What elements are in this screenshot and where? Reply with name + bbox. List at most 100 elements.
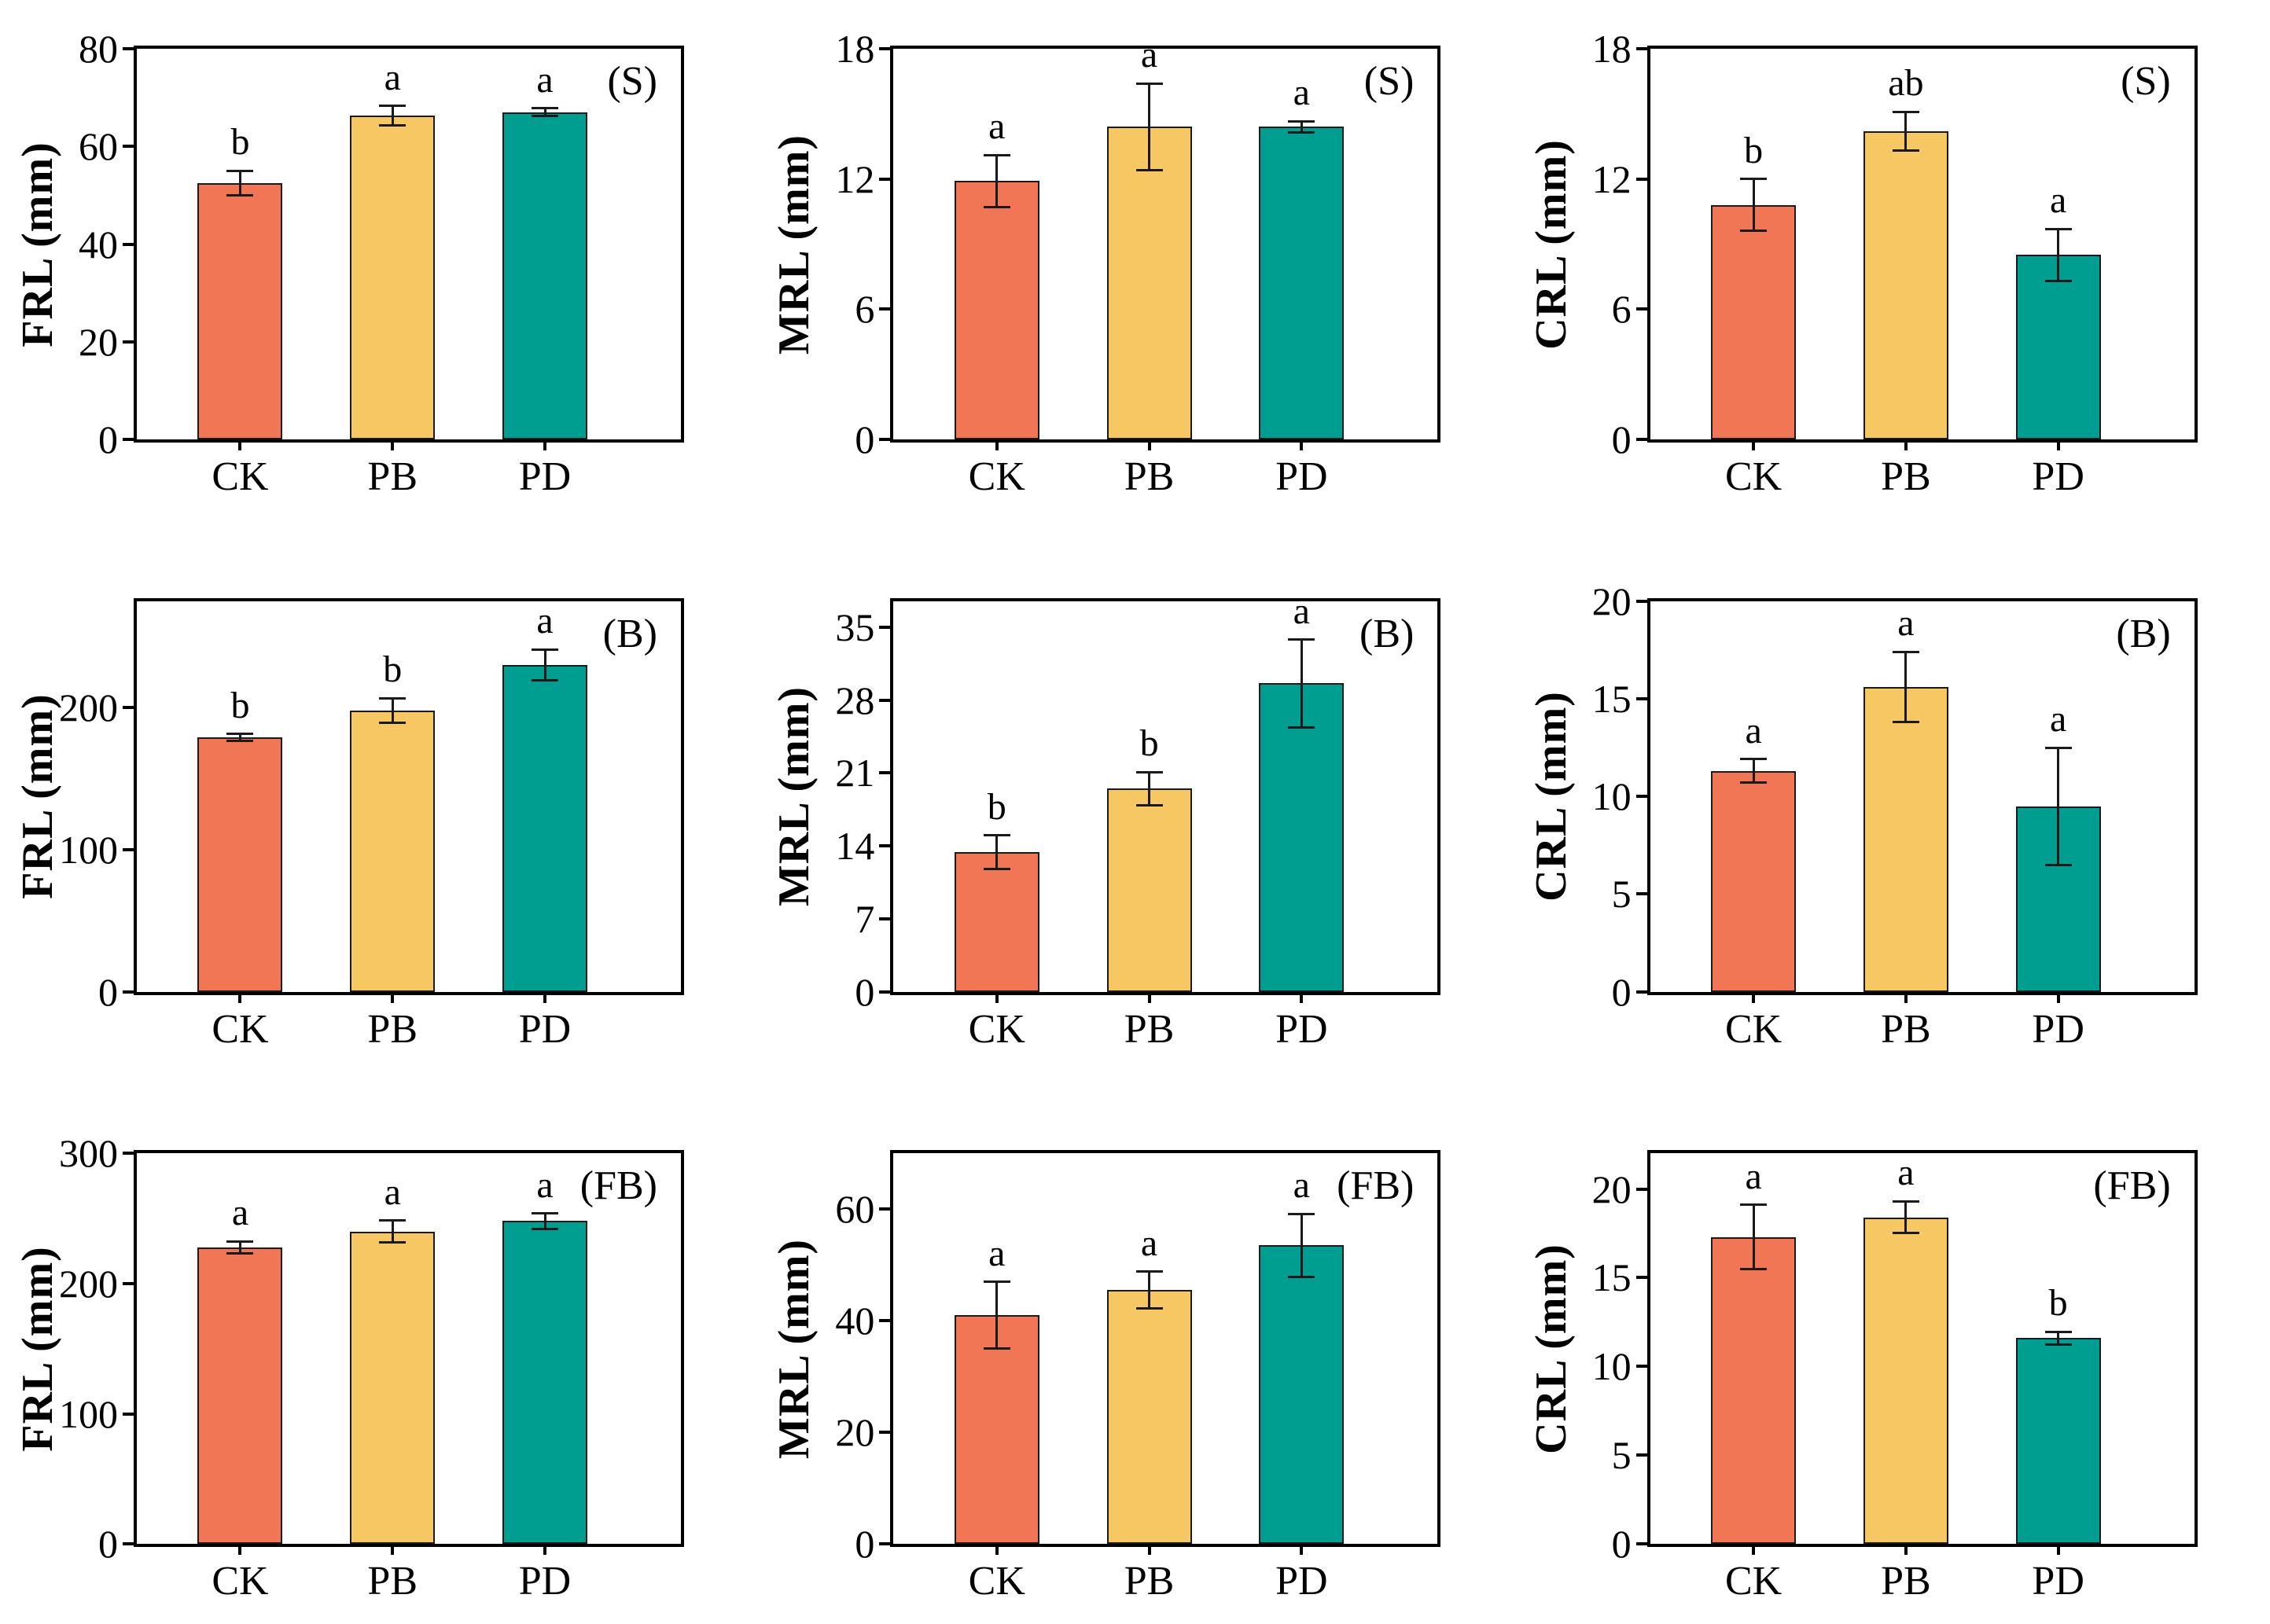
error-bar-pd: [543, 649, 546, 681]
y-tick-label-0: 0: [1611, 1522, 1632, 1567]
y-tick-mark-12: [879, 177, 891, 181]
x-label-pd: PD: [518, 1006, 572, 1052]
error-bar-pd: [1300, 639, 1303, 727]
y-tick-label-18: 18: [1591, 27, 1632, 71]
y-tick-mark-0: [879, 438, 891, 441]
y-tick-label-12: 12: [1591, 156, 1632, 201]
x-tick-mark-ck: [238, 1547, 242, 1556]
y-axis-label: MRL (mm): [756, 46, 832, 443]
x-tick-mark-pb: [1147, 1547, 1151, 1556]
sig-letter-ck: a: [1745, 709, 1762, 751]
error-cap-top-pb: [1892, 110, 1919, 113]
x-tick-mark-pb: [391, 994, 395, 1003]
x-tick-mark-pd: [1300, 1547, 1304, 1556]
y-tick-mark-40: [123, 242, 134, 246]
y-tick-mark-5: [1635, 892, 1647, 896]
x-label-pd: PD: [1275, 454, 1328, 499]
sig-letter-pd: a: [536, 600, 554, 642]
x-tick-mark-pb: [1904, 443, 1908, 450]
y-tick-mark-18: [1635, 47, 1647, 50]
y-tick-mark-21: [879, 771, 891, 775]
x-label-pb: PB: [1881, 1559, 1931, 1604]
error-bar-ck: [238, 171, 241, 196]
x-label-ck: CK: [968, 1559, 1025, 1604]
bar-pb: [350, 1231, 436, 1545]
sig-letter-ck: a: [231, 1192, 249, 1234]
chart-frl-fb: FRL (mm) 0 100 200 300 (FB) a CK a PB a PD: [0, 1082, 756, 1624]
error-bar-pb: [391, 105, 394, 126]
y-tick-mark-0: [123, 990, 134, 994]
error-cap-bottom-pb: [1892, 1232, 1919, 1235]
x-label-ck: CK: [212, 1559, 269, 1604]
y-tick-label-60: 60: [79, 124, 118, 169]
chart-crl-fb: CRL (mm) 0 5 10 15 20 (FB) a CK a PB b PD: [1514, 1082, 2270, 1624]
x-label-ck: CK: [212, 1006, 269, 1052]
y-tick-label-80: 80: [79, 27, 118, 71]
y-tick-mark-10: [1635, 1365, 1647, 1369]
bar-ck: [1711, 204, 1797, 439]
bar-pb: [350, 116, 436, 439]
y-tick-label-300: 300: [59, 1131, 118, 1176]
error-bar-ck: [1752, 1204, 1755, 1269]
y-tick-label-200: 200: [59, 1261, 118, 1306]
y-tick-label-100: 100: [59, 827, 118, 872]
y-axis-label: CRL (mm): [1514, 46, 1589, 443]
error-cap-bottom-pd: [1288, 726, 1315, 729]
error-bar-ck: [1752, 178, 1755, 231]
y-tick-label-0: 0: [855, 1522, 875, 1567]
error-bar-pd: [1300, 121, 1303, 133]
bar-pb: [1106, 127, 1192, 439]
x-label-pb: PB: [1124, 1559, 1175, 1604]
y-tick-mark-100: [123, 1412, 134, 1416]
bar-pd: [502, 1221, 587, 1545]
error-cap-top-pb: [1892, 1200, 1919, 1203]
bar-ck: [1711, 770, 1797, 992]
bar-pb: [1863, 1217, 1948, 1545]
bar-pd: [1259, 127, 1345, 439]
y-tick-label-6: 6: [1611, 287, 1632, 332]
x-tick-mark-pd: [543, 994, 546, 1003]
y-tick-label-10: 10: [1591, 1344, 1632, 1389]
sig-letter-ck: a: [1745, 1155, 1762, 1197]
y-tick-mark-0: [879, 1542, 891, 1546]
error-cap-top-pb: [1135, 82, 1163, 85]
x-label-pd: PD: [518, 1559, 572, 1604]
error-bar-pd: [2057, 229, 2060, 281]
x-label-pd: PD: [1275, 1006, 1328, 1052]
y-tick-mark-6: [879, 307, 891, 311]
y-tick-label-14: 14: [835, 824, 875, 869]
error-cap-top-pd: [2044, 1330, 2072, 1333]
x-label-pb: PB: [367, 454, 418, 499]
error-cap-top-pb: [379, 1219, 407, 1222]
y-tick-mark-20: [879, 1431, 891, 1435]
error-cap-top-pd: [2044, 746, 2072, 749]
y-tick-label-40: 40: [835, 1299, 875, 1343]
error-cap-top-pb: [379, 105, 407, 108]
x-label-ck: CK: [1725, 1006, 1783, 1052]
y-tick-label-200: 200: [59, 685, 118, 730]
error-cap-top-pd: [1288, 1212, 1315, 1215]
error-cap-bottom-pd: [532, 115, 558, 118]
error-bar-ck: [1752, 759, 1755, 783]
panel-label: (S): [1363, 59, 1415, 104]
x-label-ck: CK: [1725, 1559, 1783, 1604]
error-cap-bottom-pb: [379, 1241, 407, 1244]
y-tick-label-35: 35: [835, 604, 875, 649]
bar-pd: [1259, 683, 1345, 992]
y-tick-label-0: 0: [98, 969, 118, 1014]
error-bar-pb: [1904, 652, 1908, 722]
error-cap-bottom-pd: [2044, 1343, 2072, 1346]
x-tick-mark-pd: [2056, 994, 2060, 1003]
error-cap-bottom-pd: [2044, 863, 2072, 866]
chart-mrl-fb: MRL (mm) 0 20 40 60 (FB) a CK a PB a PD: [756, 1082, 1513, 1624]
y-tick-label-0: 0: [1611, 969, 1632, 1014]
error-bar-pb: [1148, 772, 1151, 806]
error-cap-bottom-ck: [1740, 781, 1768, 784]
sig-letter-ck: a: [988, 1232, 1006, 1274]
error-bar-pb: [1904, 112, 1908, 151]
error-cap-bottom-pd: [1288, 1276, 1315, 1279]
y-tick-mark-20: [1635, 1187, 1647, 1191]
x-tick-mark-ck: [995, 1547, 999, 1556]
x-tick-mark-ck: [1752, 1547, 1756, 1556]
error-cap-top-pd: [532, 648, 558, 651]
